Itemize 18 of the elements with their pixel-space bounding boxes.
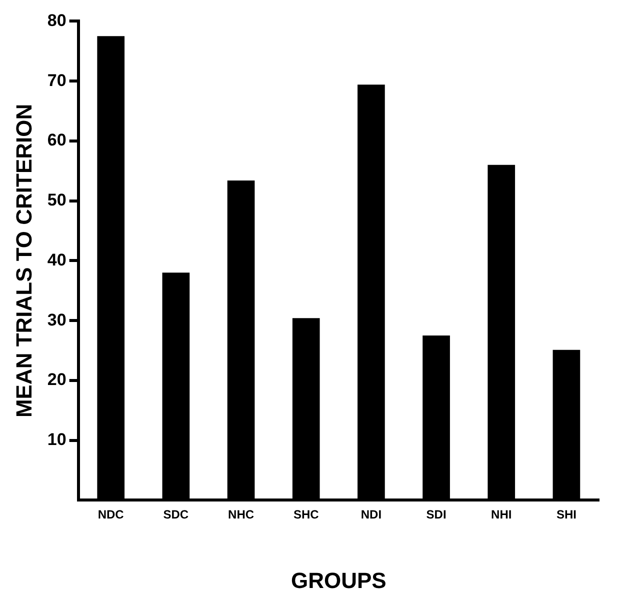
x-tick-label: NHC <box>228 508 254 522</box>
y-tick-label: 20 <box>47 370 66 390</box>
x-tick-label: NDC <box>98 508 124 522</box>
x-axis-title: GROUPS <box>290 568 386 593</box>
y-tick-label: 70 <box>47 70 66 90</box>
x-tick-label: SDC <box>163 508 189 522</box>
y-tick-label: 50 <box>47 190 66 210</box>
x-tick-label: SDI <box>426 508 446 522</box>
x-tick-label: SHI <box>556 508 576 522</box>
y-tick-label: 30 <box>47 310 66 330</box>
y-tick-label: 10 <box>47 430 66 450</box>
y-tick-label: 80 <box>47 10 66 30</box>
y-tick-label: 40 <box>47 250 66 270</box>
y-axis-title: MEAN TRIALS TO CRITERION <box>11 104 36 418</box>
x-tick-label: NDI <box>360 508 382 522</box>
x-tick-label: SHC <box>293 508 320 522</box>
y-tick-label: 60 <box>47 130 66 150</box>
x-tick-label: NHI <box>491 508 512 522</box>
